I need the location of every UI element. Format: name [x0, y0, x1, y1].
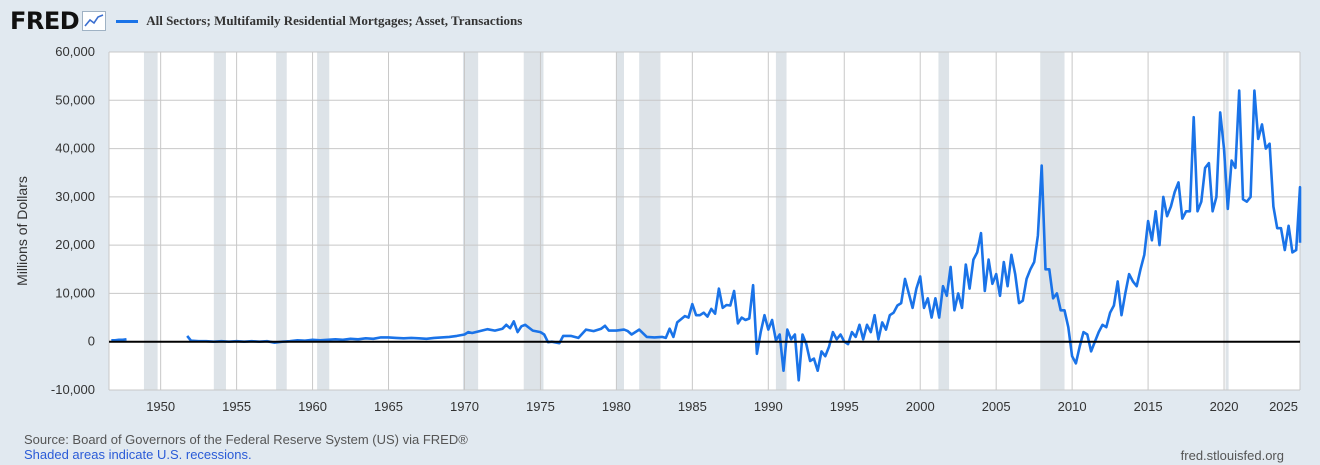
x-tick-label: 2015 — [1134, 399, 1163, 414]
line-chart: -10,000 0 10,000 20,000 30,000 40,000 50,000 60… — [14, 44, 1302, 414]
y-axis-title: Millions of Dollars — [14, 176, 30, 286]
x-tick-label: 1965 — [374, 399, 403, 414]
recession-band — [213, 52, 226, 390]
recession-band — [938, 52, 950, 390]
series-line-segment — [186, 89, 1302, 382]
x-tick-label: 1995 — [830, 399, 859, 414]
y-tick-label: 50,000 — [55, 92, 95, 107]
x-tick-label: 1980 — [602, 399, 631, 414]
recession-band — [143, 52, 158, 390]
footer-notes: Source: Board of Governors of the Federa… — [24, 432, 468, 462]
fred-logo[interactable]: FRED — [10, 7, 107, 35]
x-tick-label: 1955 — [222, 399, 251, 414]
recession-band — [317, 52, 330, 390]
x-tick-label: 1990 — [754, 399, 783, 414]
recession-band — [775, 52, 787, 390]
x-tick-label: 2010 — [1058, 399, 1087, 414]
recessions-note[interactable]: Shaded areas indicate U.S. recessions. — [24, 447, 252, 462]
recession-band — [639, 52, 661, 390]
axes: -10,000 0 10,000 20,000 30,000 40,000 50,000 60… — [51, 44, 1300, 414]
series-line-segment — [111, 338, 127, 342]
y-tick-label: 10,000 — [55, 285, 95, 300]
x-tick-label: 2025 — [1269, 399, 1298, 414]
gridlines — [108, 51, 1301, 391]
chart-header: FRED All Sectors; Multifamily Residentia… — [10, 6, 522, 36]
fred-logo-text: FRED — [10, 7, 80, 35]
y-tick-label: 30,000 — [55, 189, 95, 204]
legend-swatch — [116, 19, 139, 23]
legend-series-label: All Sectors; Multifamily Residential Mor… — [146, 13, 523, 28]
y-tick-label: 0 — [88, 334, 95, 349]
x-tick-label: 2000 — [906, 399, 935, 414]
recession-band — [616, 52, 624, 390]
recession-band — [462, 52, 479, 390]
fred-logo-graph-icon — [82, 11, 107, 31]
recession-shading — [143, 52, 1229, 390]
site-link[interactable]: fred.stlouisfed.org — [1180, 448, 1284, 463]
y-tick-label: 20,000 — [55, 237, 95, 252]
y-tick-label: 40,000 — [55, 141, 95, 156]
x-tick-label: 1985 — [678, 399, 707, 414]
recession-band — [523, 52, 544, 390]
series-line — [111, 89, 1302, 382]
legend: All Sectors; Multifamily Residential Mor… — [116, 13, 522, 29]
y-tick-label: -10,000 — [51, 382, 95, 397]
x-tick-label: 1960 — [298, 399, 327, 414]
x-tick-label: 2005 — [982, 399, 1011, 414]
recession-band — [276, 52, 287, 390]
plot-area — [109, 52, 1300, 390]
x-tick-label: 1970 — [450, 399, 479, 414]
x-tick-label: 1950 — [146, 399, 175, 414]
x-tick-label: 1975 — [526, 399, 555, 414]
y-tick-label: 60,000 — [55, 44, 95, 59]
source-note: Source: Board of Governors of the Federa… — [24, 432, 468, 447]
recession-band — [1225, 52, 1229, 390]
x-tick-label: 2020 — [1210, 399, 1239, 414]
